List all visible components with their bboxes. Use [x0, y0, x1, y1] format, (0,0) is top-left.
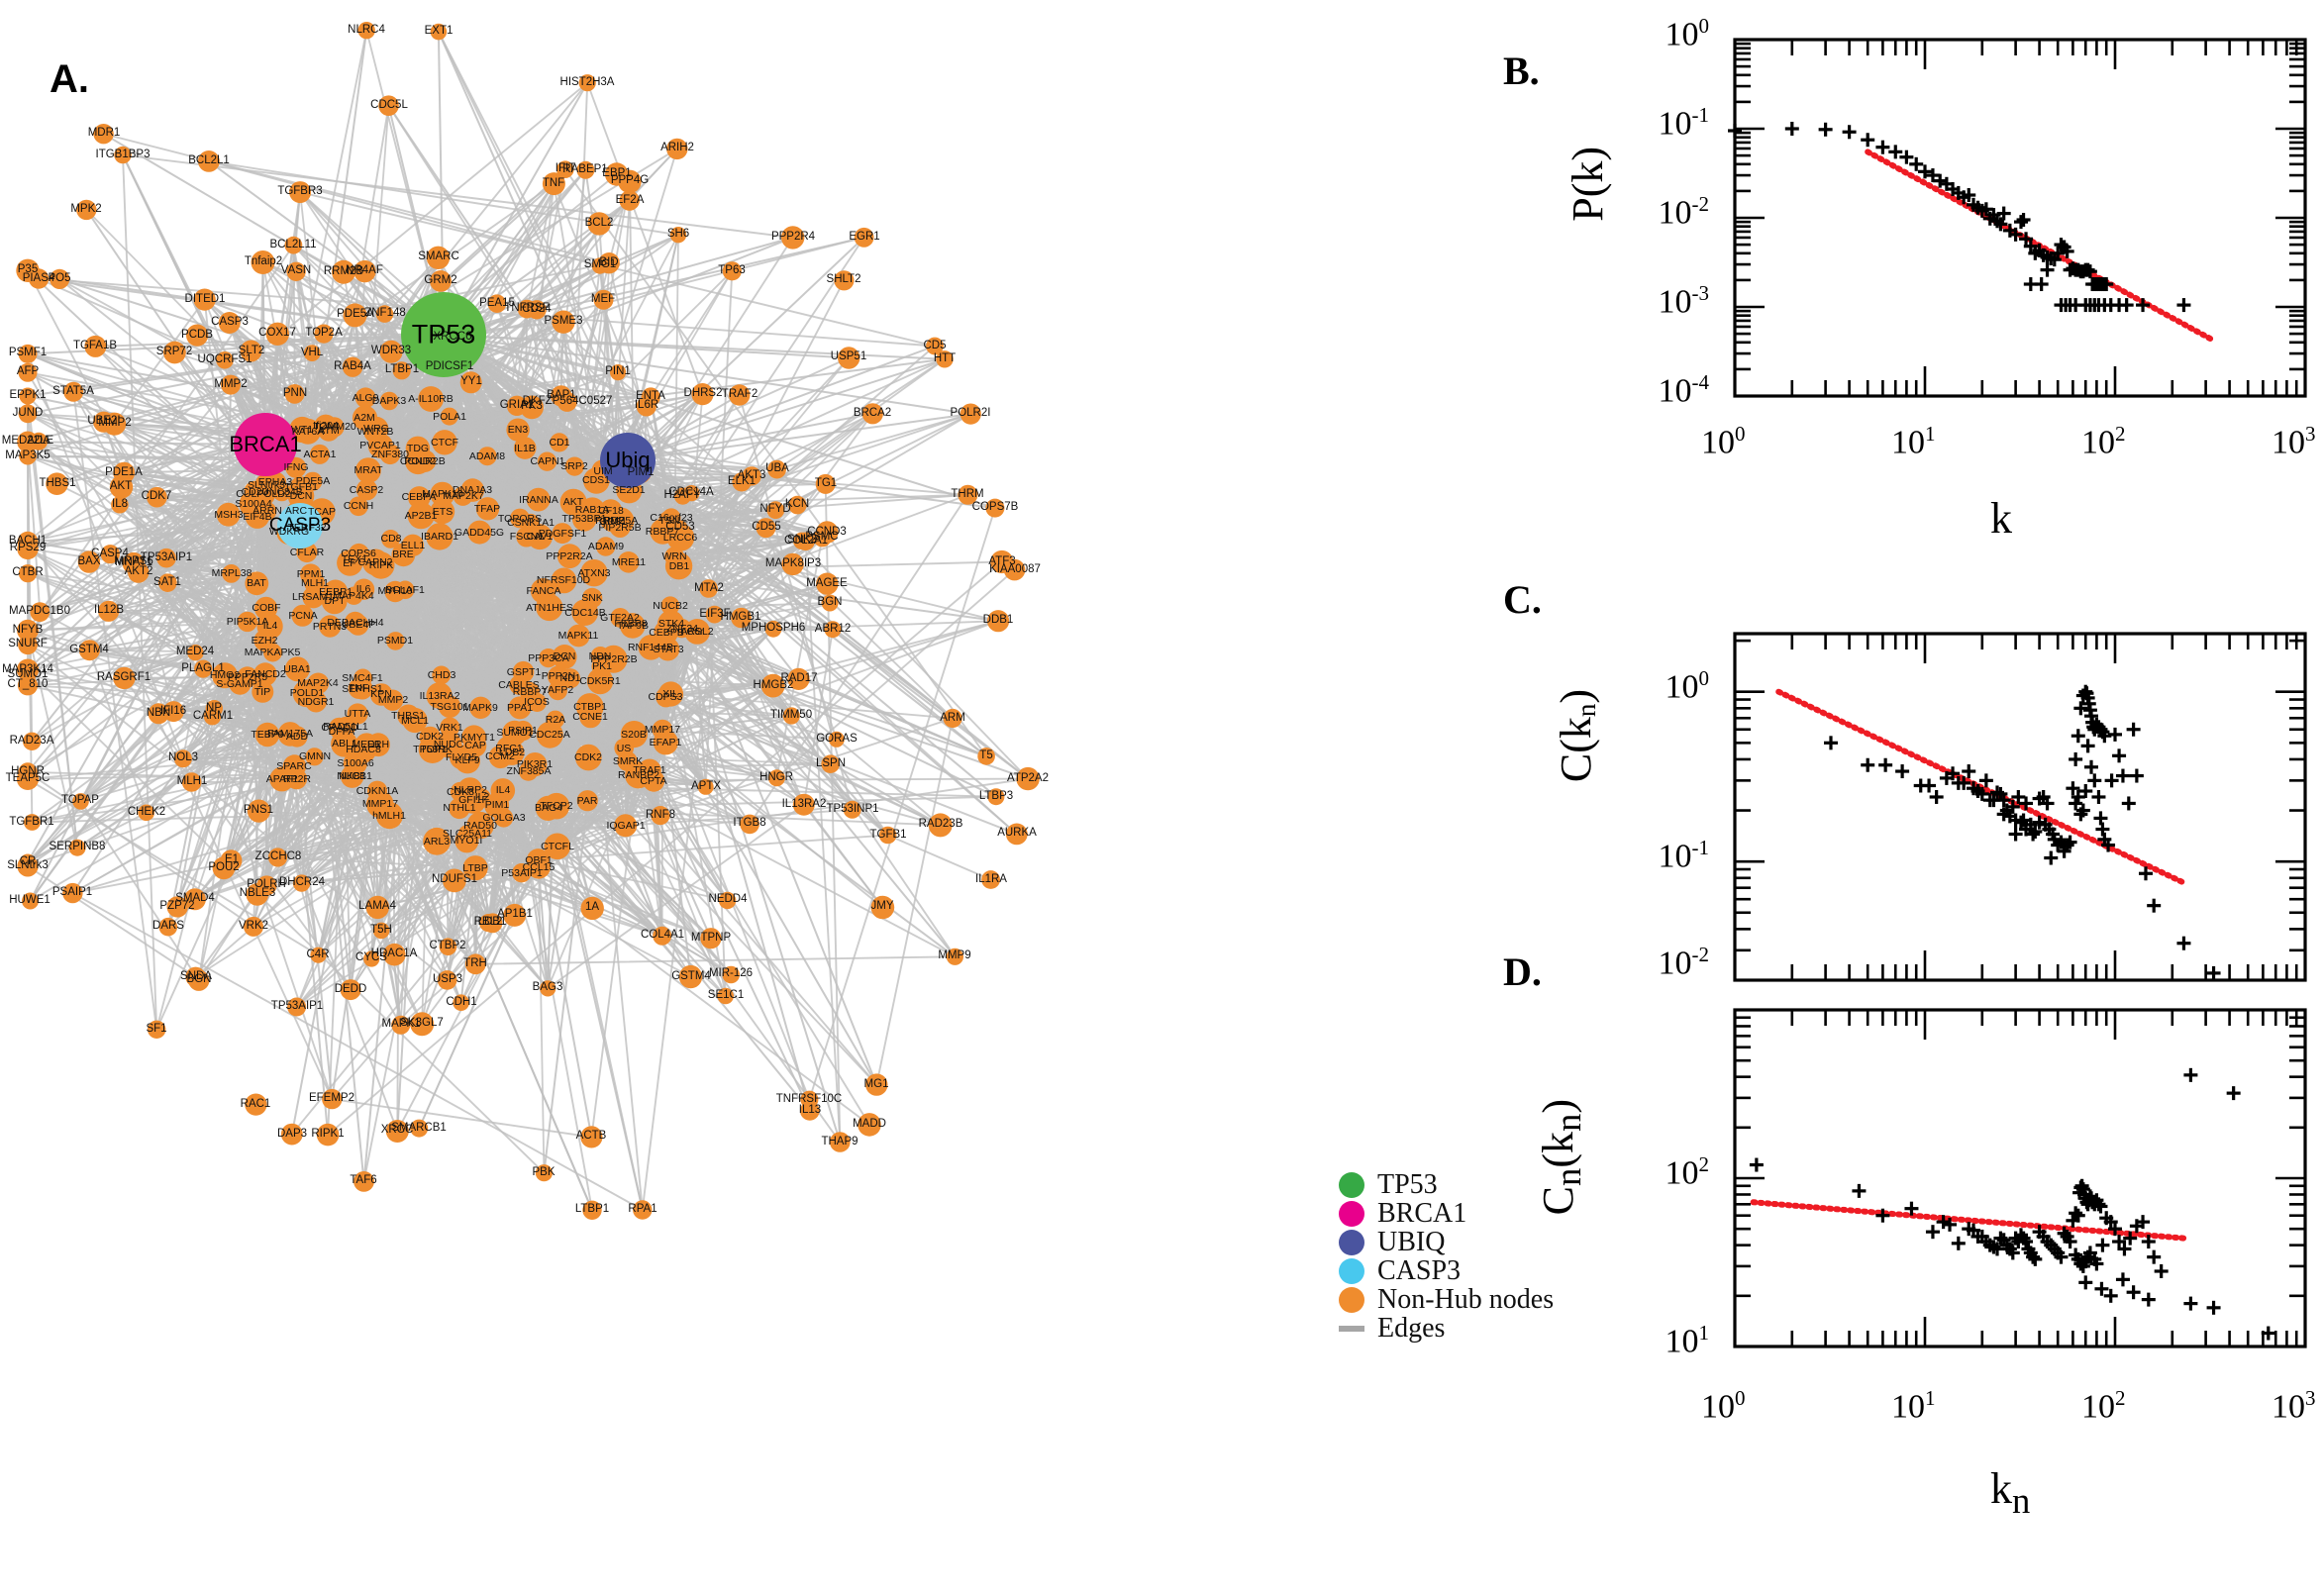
x-axis-title-D: kn [1990, 1464, 2031, 1521]
x-tick-label: 100 [1701, 1386, 1746, 1426]
data-points-C [1823, 684, 2221, 980]
plot-panel-c: 100 10-1 C(kn) [1552, 594, 2323, 990]
legend-item: CASP3 [1339, 1254, 1554, 1286]
y-axis-title-C: C(kn) [1552, 689, 1601, 783]
legend-item-label: UBIQ [1377, 1226, 1446, 1257]
legend-color-dot [1339, 1229, 1364, 1255]
y-tick-label: 100 [1665, 14, 1710, 53]
y-axis-title-B: P(k) [1564, 147, 1612, 222]
y-tick-label: 10-2 [1658, 192, 1710, 232]
plot-panel-d: 100 101 102 103 10-2 102 101 kn Cn(kn) [1534, 943, 2323, 1521]
legend-item-label: Edges [1377, 1312, 1446, 1344]
panel-letter-c: C. [1503, 577, 1542, 622]
y-tick-label: 101 [1665, 1321, 1710, 1360]
hub-node-label-casp3: CASP3 [268, 515, 332, 536]
legend-item: Edges [1339, 1312, 1554, 1344]
y-tick-label: 100 [1665, 665, 1710, 706]
x-tick-label: 103 [2272, 422, 2316, 461]
hub-node-label-ubiq: Ubiq [605, 448, 651, 472]
legend-edge-line [1339, 1325, 1364, 1332]
y-tick-label: 10-1 [1658, 836, 1710, 875]
legend-item-label: BRCA1 [1377, 1197, 1467, 1229]
plot-canvas-B [1728, 38, 2307, 398]
network-graph [16, 22, 1040, 1221]
y-tick-label: 10-3 [1658, 281, 1710, 321]
data-points-B [1728, 122, 2191, 313]
legend-item-label: Non-Hub nodes [1377, 1283, 1555, 1315]
x-tick-label: 101 [1891, 1386, 1936, 1426]
x-tick-label: 102 [2081, 1386, 2126, 1426]
plot-panel-b: 100 101 102 103 100 10-1 10-2 10-3 10-4 k P(k) [1564, 14, 2323, 574]
x-tick-label: 103 [2272, 1386, 2316, 1426]
legend-color-dot [1339, 1257, 1364, 1284]
x-tick-label: 101 [1891, 422, 1936, 461]
network-panel: TAF9B ARL3 MAGEE CDC14A DHCR24 ALG9 TP53RK CDC1… [2, 22, 1049, 1221]
legend-item: UBIQ [1339, 1226, 1554, 1257]
panel-letter-a: A. [50, 57, 89, 101]
x-axis-title-B: k [1990, 494, 2012, 543]
legend-color-dot [1339, 1200, 1364, 1227]
legend-item-label: CASP3 [1377, 1254, 1462, 1286]
y-tick-label: 102 [1665, 1152, 1710, 1192]
legend-item: Non-Hub nodes [1339, 1283, 1555, 1315]
y-tick-label: 10-2 [1658, 943, 1710, 982]
legend-color-dot [1339, 1171, 1364, 1198]
panel-letter-b: B. [1503, 49, 1540, 93]
fit-line-D [1750, 1199, 2187, 1242]
legend: TP53 BRCA1 UBIQ CASP3 Non-Hub nodes Edges [1339, 1168, 1555, 1344]
plot-canvas-C [1733, 632, 2307, 982]
legend-item: BRCA1 [1339, 1197, 1554, 1229]
plot-canvas-D [1733, 1008, 2307, 1348]
y-tick-label: 10-1 [1658, 103, 1710, 143]
hub-node-label-tp53: TP53 [411, 319, 476, 349]
y-tick-label: 10-4 [1658, 370, 1710, 410]
x-tick-label: 100 [1701, 422, 1746, 461]
legend-color-dot [1339, 1286, 1364, 1313]
x-tick-label: 102 [2081, 422, 2126, 461]
hub-node-label-brca1: BRCA1 [229, 432, 302, 456]
panel-letter-d: D. [1503, 949, 1542, 994]
data-points-D [1749, 1067, 2275, 1341]
legend-item: TP53 [1339, 1168, 1554, 1200]
y-axis-title-D: Cn(kn) [1534, 1099, 1588, 1216]
legend-item-label: TP53 [1377, 1168, 1438, 1200]
